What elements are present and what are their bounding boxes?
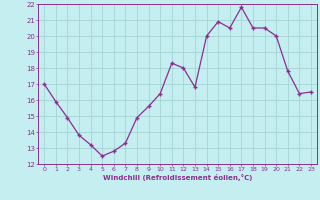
X-axis label: Windchill (Refroidissement éolien,°C): Windchill (Refroidissement éolien,°C) <box>103 174 252 181</box>
